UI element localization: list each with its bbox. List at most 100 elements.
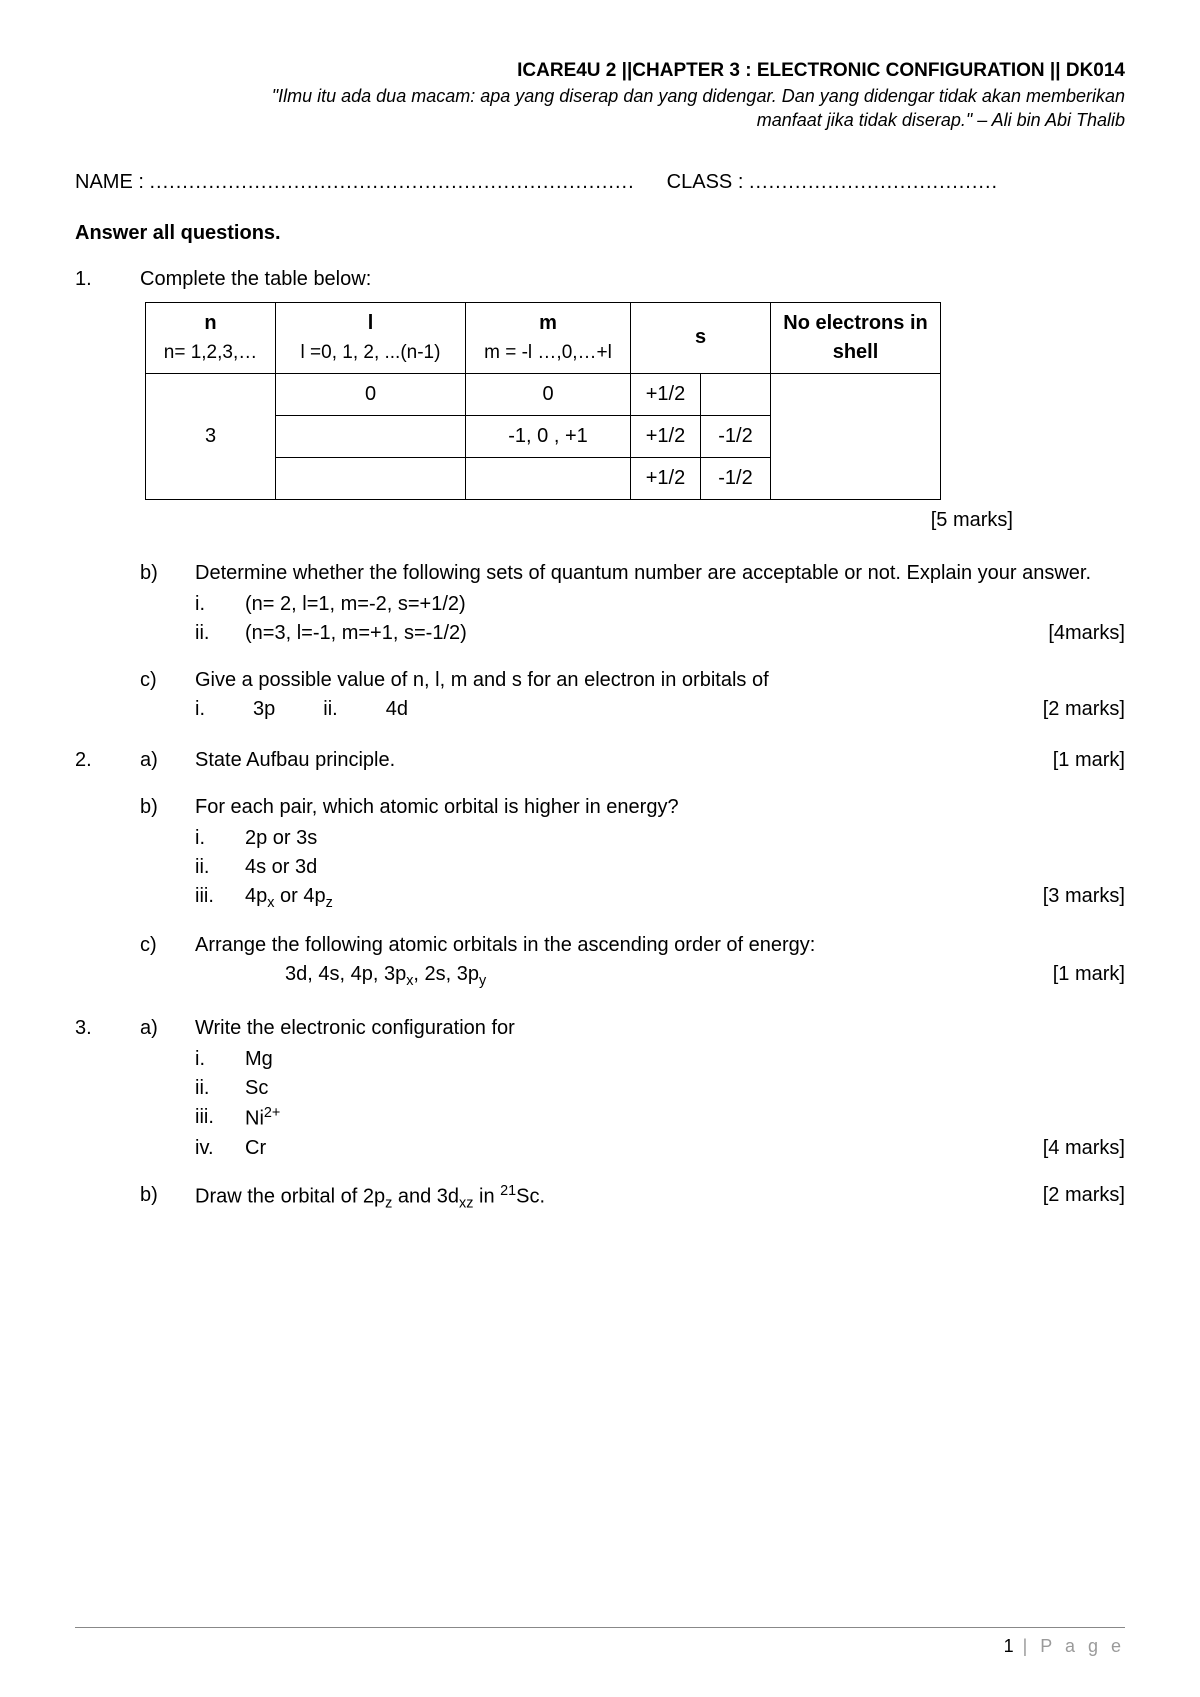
q2c-list: 3d, 4s, 4p, 3px, 2s, 3py: [195, 960, 1035, 992]
name-class-row: NAME : .................................…: [75, 171, 1125, 194]
q2c-text: Arrange the following atomic orbitals in…: [195, 931, 1125, 960]
roman-text: 4s or 3d: [245, 853, 1125, 882]
roman-label: iii.: [195, 882, 245, 914]
roman-label: i.: [195, 698, 205, 720]
roman-label: i.: [195, 1045, 245, 1074]
q1c-body: Give a possible value of n, l, m and s f…: [195, 666, 1125, 724]
roman-text: 3p: [253, 698, 275, 720]
cell-s2: -1/2: [701, 457, 771, 499]
quantum-table: n n= 1,2,3,… l l =0, 1, 2, ...(n-1) m m …: [145, 302, 941, 500]
q1-intro: Complete the table below:: [140, 265, 1125, 294]
q1b-marks: [4marks]: [1030, 619, 1125, 648]
name-field: NAME : .................................…: [75, 171, 635, 194]
q3b-body: Draw the orbital of 2pz and 3dxz in 21Sc…: [195, 1181, 1125, 1215]
q3a-row: 3. a) Write the electronic configuration…: [75, 1014, 1125, 1163]
name-label: NAME :: [75, 171, 144, 193]
q1c-label: c): [140, 666, 195, 724]
th-n: n n= 1,2,3,…: [146, 302, 276, 373]
spacer: [75, 793, 140, 914]
q3a-label: a): [140, 1014, 195, 1163]
roman-text: 2p or 3s: [245, 824, 1125, 853]
roman-label: i.: [195, 590, 245, 619]
roman-text: (n=3, l=-1, m=+1, s=-1/2): [245, 619, 1030, 648]
q1b-text: Determine whether the following sets of …: [195, 559, 1125, 588]
q2c-body: Arrange the following atomic orbitals in…: [195, 931, 1125, 992]
cell-s2: -1/2: [701, 415, 771, 457]
roman-text: 4px or 4pz: [245, 882, 1025, 914]
footer-page-number: 1: [1004, 1636, 1014, 1656]
header-title: ICARE4U 2 ||CHAPTER 3 : ELECTRONIC CONFI…: [75, 60, 1125, 82]
q2b-body: For each pair, which atomic orbital is h…: [195, 793, 1125, 914]
q3b-text: Draw the orbital of 2pz and 3dxz in 21Sc…: [195, 1181, 1025, 1215]
list-item: iii. 4px or 4pz [3 marks]: [195, 882, 1125, 914]
q2c-row: c) Arrange the following atomic orbitals…: [75, 931, 1125, 992]
quote-line-2: manfaat jika tidak diserap." – Ali bin A…: [757, 110, 1125, 130]
list-item: iv. Cr [4 marks]: [195, 1134, 1125, 1163]
q2a-label: a): [140, 746, 195, 775]
roman-label: ii.: [195, 1074, 245, 1103]
q2a-row: 2. a) State Aufbau principle. [1 mark]: [75, 746, 1125, 775]
list-item: iii. Ni2+: [195, 1103, 1125, 1134]
q2b-row: b) For each pair, which atomic orbital i…: [75, 793, 1125, 914]
q2c-label: c): [140, 931, 195, 992]
q2b-label: b): [140, 793, 195, 914]
spacer: [75, 666, 140, 724]
cell-m: 0: [466, 373, 631, 415]
list-item: i. 2p or 3s: [195, 824, 1125, 853]
spacer: [75, 931, 140, 992]
roman-label: iii.: [195, 1103, 245, 1134]
class-label: CLASS :: [667, 171, 744, 193]
th-n-top: n: [204, 312, 216, 334]
cell-l: 0: [276, 373, 466, 415]
cell-s1: +1/2: [631, 373, 701, 415]
q1-table-marks: [5 marks]: [145, 506, 1015, 535]
content: 1. Complete the table below: n n= 1,2,3,…: [75, 265, 1125, 1215]
q3b-row: b) Draw the orbital of 2pz and 3dxz in 2…: [75, 1181, 1125, 1215]
th-s: s: [631, 302, 771, 373]
footer-sep: |: [1014, 1636, 1041, 1656]
list-item: i. Mg: [195, 1045, 1125, 1074]
q2b-text: For each pair, which atomic orbital is h…: [195, 793, 1125, 822]
roman-label: ii.: [195, 853, 245, 882]
q1b-label: b): [140, 559, 195, 648]
q3b-marks: [2 marks]: [1025, 1181, 1125, 1215]
q1-row: 1. Complete the table below:: [75, 265, 1125, 294]
th-l-sub: l =0, 1, 2, ...(n-1): [301, 342, 441, 363]
q2a-body: State Aufbau principle. [1 mark]: [195, 746, 1125, 775]
q1c-text: Give a possible value of n, l, m and s f…: [195, 666, 1125, 695]
th-m: m m = -l …,0,…+l: [466, 302, 631, 373]
roman-label: ii.: [323, 698, 337, 720]
cell-s1: +1/2: [631, 457, 701, 499]
q2b-marks: [3 marks]: [1025, 882, 1125, 914]
spacer: [75, 559, 140, 648]
page-footer: 1 | P a g e: [75, 1627, 1125, 1657]
spacer: [75, 1181, 140, 1215]
th-l-top: l: [368, 312, 374, 334]
roman-text: Sc: [245, 1074, 1125, 1103]
th-l: l l =0, 1, 2, ...(n-1): [276, 302, 466, 373]
cell-m: -1, 0 , +1: [466, 415, 631, 457]
q3a-body: Write the electronic configuration for i…: [195, 1014, 1125, 1163]
list-item: ii. 4s or 3d: [195, 853, 1125, 882]
cell-s1: +1/2: [631, 415, 701, 457]
class-dots[interactable]: ......................................: [749, 171, 998, 193]
q1-number: 1.: [75, 265, 140, 294]
q3-number: 3.: [75, 1014, 140, 1163]
header-quote: "Ilmu itu ada dua macam: apa yang disera…: [75, 84, 1125, 133]
cell-ne: [771, 373, 941, 499]
th-n-sub: n= 1,2,3,…: [164, 342, 257, 363]
roman-text: (n= 2, l=1, m=-2, s=+1/2): [245, 590, 1125, 619]
q1c-row: c) Give a possible value of n, l, m and …: [75, 666, 1125, 724]
q3a-text: Write the electronic configuration for: [195, 1014, 1125, 1043]
name-dots[interactable]: ........................................…: [149, 171, 634, 193]
list-item: ii. (n=3, l=-1, m=+1, s=-1/2) [4marks]: [195, 619, 1125, 648]
table-header-row: n n= 1,2,3,… l l =0, 1, 2, ...(n-1) m m …: [146, 302, 941, 373]
roman-label: i.: [195, 824, 245, 853]
q2a-marks: [1 mark]: [1035, 746, 1125, 775]
class-field: CLASS : ................................…: [667, 171, 998, 194]
roman-label: iv.: [195, 1134, 245, 1163]
cell-l: [276, 457, 466, 499]
roman-label: ii.: [195, 619, 245, 648]
footer-page-word: P a g e: [1040, 1636, 1125, 1656]
q3b-label: b): [140, 1181, 195, 1215]
